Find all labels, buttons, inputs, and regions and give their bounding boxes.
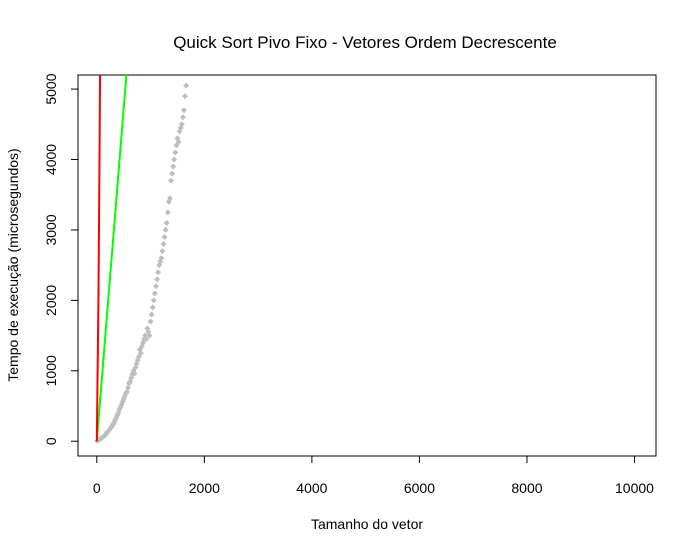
data-point: [163, 219, 170, 226]
data-point: [172, 149, 179, 156]
data-lines: [95, 75, 128, 442]
data-point: [125, 384, 132, 391]
data-point: [178, 121, 185, 128]
y-tick-label: 2000: [43, 285, 59, 316]
data-point: [175, 138, 182, 145]
data-point: [159, 248, 166, 255]
x-axis: 0 2000 4000 6000 8000 10000: [93, 455, 654, 496]
x-tick-label: 2000: [189, 480, 220, 496]
data-point: [181, 93, 188, 100]
data-point: [137, 350, 144, 357]
data-points: [94, 82, 190, 444]
data-point: [143, 336, 150, 343]
data-point: [151, 290, 158, 297]
data-point: [150, 297, 157, 304]
x-tick-label: 10000: [615, 480, 654, 496]
data-point: [123, 388, 130, 395]
plot-box: [77, 74, 657, 457]
data-point: [131, 370, 138, 377]
y-tick-label: 1000: [43, 355, 59, 386]
data-point: [171, 156, 178, 163]
data-point: [155, 269, 162, 276]
data-point: [169, 170, 176, 177]
x-tick-label: 8000: [511, 480, 542, 496]
y-tick-label: 4000: [43, 144, 59, 175]
y-tick-label: 5000: [43, 73, 59, 104]
data-point: [180, 107, 187, 114]
data-point: [149, 304, 156, 311]
y-axis-label: Tempo de execução (microsegundos): [5, 148, 21, 381]
x-axis-label: Tamanho do vetor: [311, 516, 423, 532]
data-point: [147, 318, 154, 325]
series-line-2: [95, 75, 102, 442]
data-point: [146, 332, 153, 339]
data-point: [158, 255, 165, 262]
data-point: [161, 233, 168, 240]
data-point: [168, 177, 175, 184]
data-point: [170, 163, 177, 170]
data-point: [154, 276, 161, 283]
data-point: [152, 283, 159, 290]
x-tick-label: 6000: [404, 480, 435, 496]
y-tick-label: 0: [43, 437, 59, 445]
data-point: [164, 209, 171, 216]
chart-title: Quick Sort Pivo Fixo - Vetores Ordem Dec…: [173, 33, 557, 52]
data-point: [166, 195, 173, 202]
data-point: [148, 311, 155, 318]
y-tick-label: 3000: [43, 214, 59, 245]
data-point: [160, 241, 167, 248]
series-line-1: [95, 75, 128, 442]
data-point: [183, 82, 190, 89]
y-axis: 0 1000 2000 3000 4000 5000: [43, 73, 79, 445]
x-tick-label: 0: [93, 480, 101, 496]
data-point: [162, 226, 169, 233]
x-tick-label: 4000: [296, 480, 327, 496]
data-point: [179, 114, 186, 121]
